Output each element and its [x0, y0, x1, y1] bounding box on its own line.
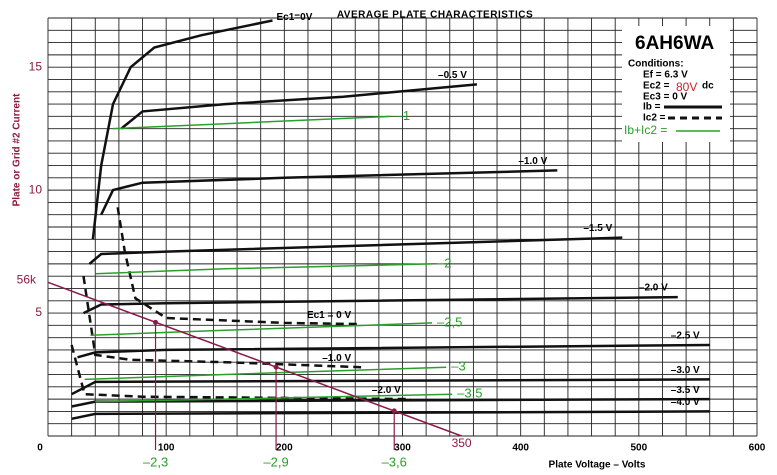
ic2-curve	[70, 344, 411, 401]
operating-point	[273, 364, 279, 370]
x-tick-label: 200	[276, 443, 293, 454]
series-label: –2.0 V	[372, 385, 401, 396]
legend-ef: Ef = 6.3 V	[643, 70, 688, 81]
x-tick-label: 600	[749, 443, 766, 454]
legend-ic2: Ic2 =	[643, 113, 666, 124]
ib-curve	[77, 343, 710, 359]
chart-title: AVERAGE PLATE CHARACTERISTICS	[337, 10, 533, 21]
series-label: –3	[451, 359, 465, 374]
ib-curve	[71, 378, 710, 396]
ib-curve	[71, 410, 710, 421]
legend-sum: Ib+Ic2 =	[624, 123, 667, 137]
legend-tube: 6AH6WA	[635, 33, 714, 54]
operating-point-label: –2,9	[263, 454, 288, 469]
series-label: –1.5 V	[583, 223, 612, 234]
sum-curve	[90, 322, 433, 336]
ib-curve	[82, 295, 678, 315]
legend-box	[622, 26, 730, 142]
x-axis-label: Plate Voltage – Volts	[549, 460, 646, 471]
sum-curve	[95, 263, 433, 275]
sum-curve	[112, 115, 391, 130]
series-label: –4.0 V	[671, 397, 700, 408]
operating-point	[153, 319, 159, 325]
ib-curve	[91, 19, 273, 240]
legend-ec2: Ec2 =	[643, 81, 670, 92]
ib-curve	[88, 236, 623, 265]
x-tick-label: 0	[37, 443, 43, 454]
series-label: –2	[437, 255, 451, 270]
y-tick-label: 15	[29, 59, 43, 73]
series-label: –0.5 V	[438, 70, 467, 81]
series-label: –1	[396, 108, 410, 123]
x-tick-label: 100	[158, 443, 175, 454]
operating-point-label: –3,6	[382, 454, 407, 469]
sum-curve	[95, 393, 453, 403]
series-label: –3.5 V	[671, 385, 700, 396]
x-tick-label: 400	[512, 443, 529, 454]
legend: 6AH6WA Conditions: Ef = 6.3 V Ec2 = 80V …	[622, 26, 730, 142]
y-tick-label: 5	[35, 305, 42, 319]
legend-ec2-unit: dc	[702, 81, 714, 92]
series-label: –3,5	[457, 386, 482, 401]
operating-point-label: –2,3	[143, 454, 168, 469]
load-line-end-label: 350	[452, 436, 472, 450]
y-tick-label: 10	[29, 182, 43, 196]
legend-heading: Conditions:	[628, 59, 684, 70]
ib-curve	[100, 169, 558, 216]
marks: Ec1=0V –0.5 V –1.0 V –1.5 V –2.0 V –2.5 V –3.0…	[17, 12, 710, 469]
ib-curve	[120, 83, 478, 130]
legend-ec2-value: 80V	[676, 80, 697, 94]
sum-curve	[84, 366, 447, 381]
load-line-label: 56k	[17, 272, 37, 286]
series-label: Ec1=0V	[277, 12, 313, 23]
y-axis-label: Plate or Grid #2 Current	[12, 93, 23, 206]
series-label: –2,5	[437, 314, 462, 329]
series-label: –2.5 V	[671, 331, 700, 342]
series-label: –1.0 V	[322, 353, 351, 364]
series-label: Ec1 = 0 V	[307, 310, 352, 321]
ic2-curve	[116, 207, 362, 326]
x-tick-label: 500	[630, 443, 647, 454]
operating-point	[391, 408, 397, 414]
x-tick-label: 300	[394, 443, 411, 454]
series-label: –3.0 V	[671, 365, 700, 376]
series-label: –2.0 V	[639, 283, 668, 294]
ic2-curve	[82, 276, 362, 369]
legend-ec3: Ec3 = 0 V	[643, 92, 688, 103]
legend-ib: Ib =	[643, 102, 661, 113]
series-label: –1.0 V	[518, 156, 547, 167]
